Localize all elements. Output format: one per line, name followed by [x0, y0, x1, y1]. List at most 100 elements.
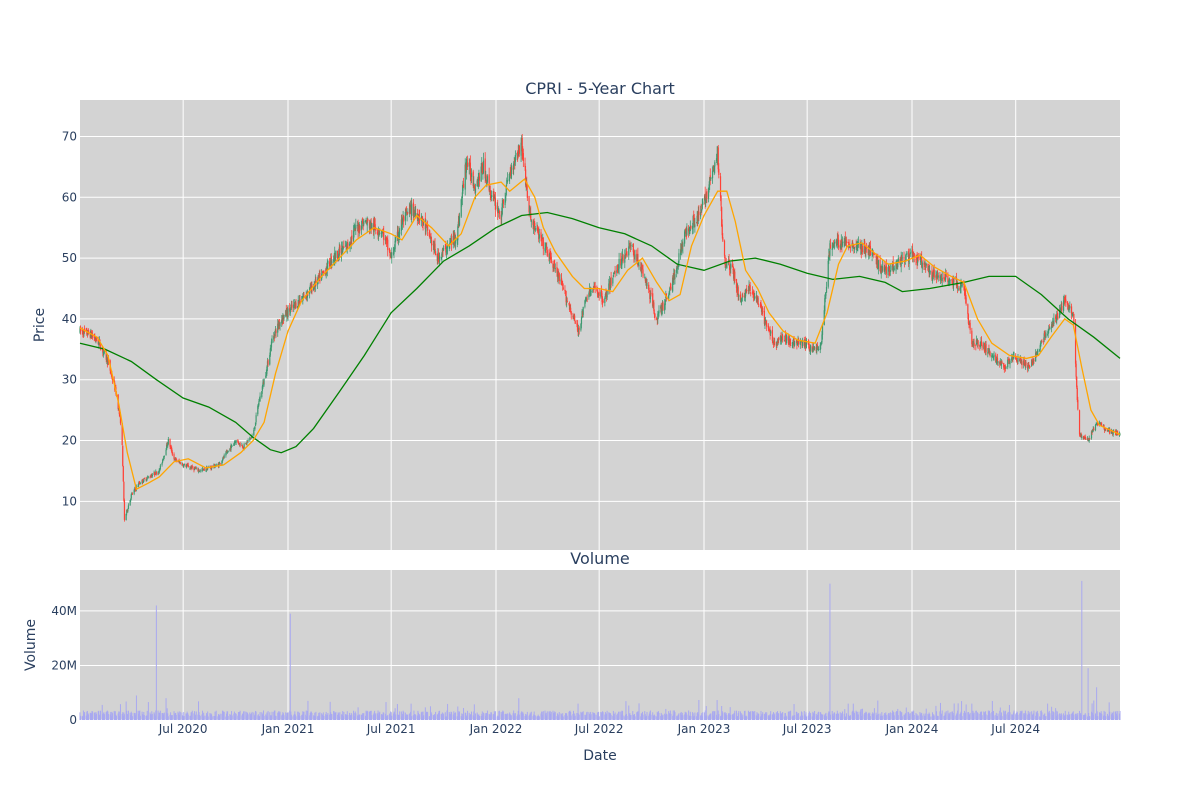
volume-bar: [268, 711, 269, 720]
x-tick-label: Jul 2021: [366, 722, 416, 736]
candle-body: [122, 446, 123, 467]
candle-body: [173, 454, 174, 459]
candle-body: [240, 444, 241, 446]
candle-body: [395, 238, 396, 242]
candle-body: [127, 509, 128, 511]
candle-body: [674, 274, 675, 279]
candle-body: [242, 445, 243, 447]
candle-body: [482, 163, 483, 173]
volume-bar: [84, 712, 85, 720]
volume-bar: [88, 714, 89, 720]
volume-bar: [264, 716, 265, 720]
volume-bar: [216, 711, 217, 720]
candle-body: [905, 263, 906, 264]
volume-bar: [583, 711, 584, 720]
volume-bar: [387, 715, 388, 720]
price-axis-title: Price: [32, 308, 48, 342]
candle-body: [662, 303, 663, 310]
candle-body: [405, 212, 406, 221]
volume-bar: [152, 714, 153, 720]
volume-bar: [288, 712, 289, 720]
candle-body: [1037, 351, 1038, 352]
volume-bar: [280, 712, 281, 720]
candle: [575, 321, 576, 324]
candle-body: [491, 195, 492, 197]
candle-body: [966, 297, 967, 303]
volume-bar: [463, 708, 464, 720]
candle-body: [626, 255, 627, 256]
volume-bar: [475, 713, 476, 720]
candle-body: [746, 290, 747, 292]
volume-bar: [104, 714, 105, 720]
candle-body: [539, 234, 540, 238]
candle-body: [527, 191, 528, 198]
candle-body: [774, 342, 775, 344]
candle-body: [123, 482, 124, 501]
candle-body: [180, 462, 181, 464]
candle-body: [1061, 306, 1062, 310]
volume-bar: [471, 712, 472, 720]
candle-body: [511, 165, 512, 178]
candle-body: [547, 250, 548, 256]
volume-bar: [395, 714, 396, 720]
volume-bar: [738, 711, 739, 720]
candle-body: [427, 225, 428, 231]
x-tick-label: Jan 2023: [677, 722, 731, 736]
candle-body: [694, 224, 695, 227]
volume-bar: [244, 711, 245, 720]
volume-bar: [519, 715, 520, 720]
candle-body: [599, 292, 600, 296]
candle-body: [1081, 437, 1082, 438]
candle-body: [726, 263, 727, 268]
volume-bar: [371, 715, 372, 720]
candle-body: [164, 456, 165, 457]
volume-bar: [455, 712, 456, 720]
candle-body: [702, 205, 703, 209]
candle-body: [702, 201, 703, 204]
candle: [124, 499, 125, 522]
candle-body: [1095, 425, 1096, 430]
candle-body: [482, 174, 483, 175]
candle-body: [192, 466, 193, 468]
volume-bar: [666, 714, 667, 720]
candle-body: [443, 248, 444, 251]
volume-bar: [431, 713, 432, 720]
price-tick-label: 50: [62, 251, 77, 265]
candle-body: [611, 277, 612, 285]
volume-bar: [290, 614, 291, 720]
candle-body: [603, 301, 604, 302]
candle-body: [535, 228, 536, 231]
candle-body: [678, 253, 679, 262]
candle-body: [263, 379, 264, 385]
candle-body: [271, 339, 272, 342]
candle-body: [974, 343, 975, 346]
volume-bar: [148, 702, 149, 720]
candle-body: [989, 352, 990, 356]
candle-body: [786, 335, 787, 343]
candle-body: [523, 153, 524, 161]
candle-body: [327, 261, 328, 264]
candle-body: [1033, 360, 1034, 361]
candle-body: [926, 264, 927, 266]
candle-body: [403, 216, 404, 221]
volume-bar: [643, 715, 644, 720]
candle-body: [1085, 439, 1086, 440]
candle-body: [258, 401, 259, 405]
candle-body: [981, 345, 982, 348]
candle-body: [555, 268, 556, 269]
candle-body: [519, 146, 520, 154]
candle-body: [738, 295, 739, 296]
volume-bar: [702, 712, 703, 720]
volume-bar: [156, 605, 157, 720]
volume-bar: [327, 713, 328, 720]
volume-bar: [483, 713, 484, 720]
candle-body: [411, 204, 412, 216]
volume-bar: [272, 712, 273, 720]
candle-body: [1075, 323, 1076, 364]
price-tick-label: 30: [62, 373, 77, 387]
volume-bar: [252, 712, 253, 720]
volume-bar: [140, 716, 141, 720]
volume-bar: [80, 716, 81, 720]
volume-subplot-title: Volume: [570, 549, 630, 568]
candle-body: [147, 478, 148, 479]
